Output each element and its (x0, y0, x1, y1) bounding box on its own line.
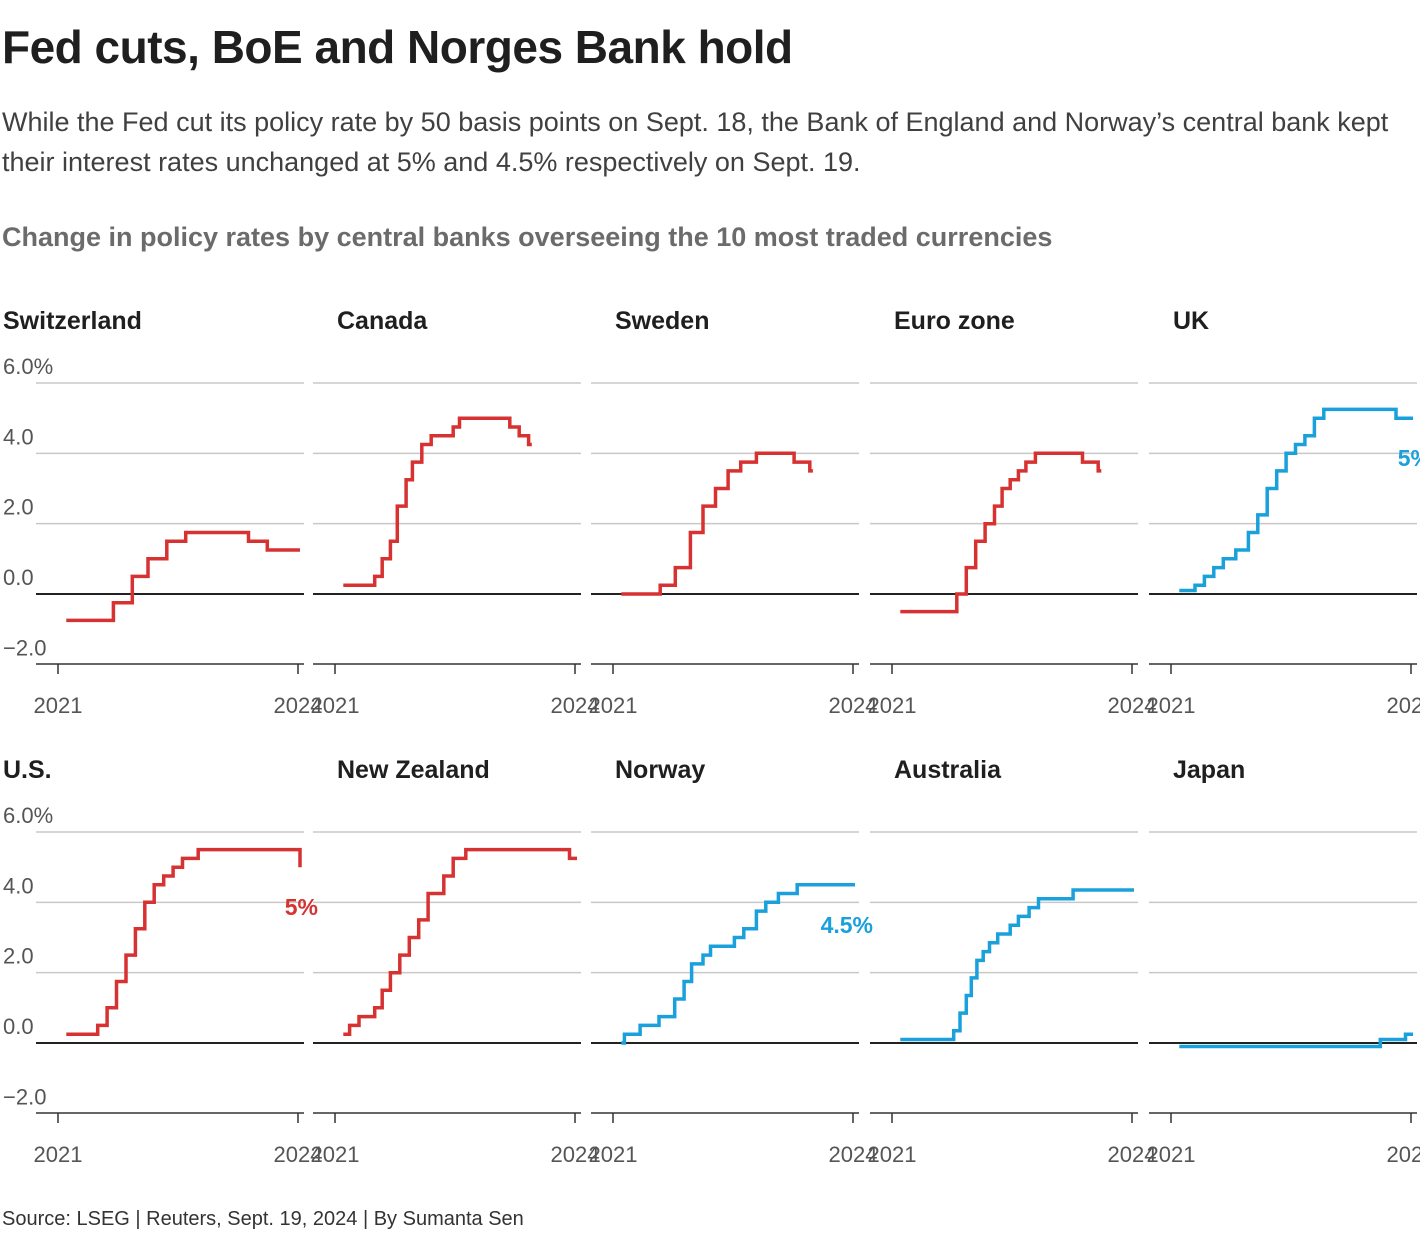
x-tick-label: 2021 (589, 693, 638, 718)
series-line-euro-zone (900, 451, 1102, 614)
series-line-switzerland (66, 530, 300, 623)
panel-title-new-zealand: New Zealand (337, 756, 490, 784)
x-tick-label: 2024 (551, 1142, 600, 1167)
series-line-sweden (621, 451, 813, 596)
x-tick-label: 2021 (868, 1142, 917, 1167)
panel-title-euro-zone: Euro zone (894, 307, 1015, 335)
series-line-japan (1179, 1032, 1413, 1049)
y-tick-label: 4.0 (3, 424, 34, 449)
series-annotation-uk: 5% (1398, 445, 1420, 471)
chart-heading: Change in policy rates by central banks … (2, 222, 1053, 252)
x-tick-label: 2024 (551, 693, 600, 718)
y-tick-label: 0.0 (3, 565, 34, 590)
y-tick-label: −2.0 (3, 635, 46, 660)
series-line-norway (621, 883, 855, 1045)
x-tick-label: 2021 (589, 1142, 638, 1167)
panel-title-norway: Norway (615, 756, 705, 784)
x-tick-label: 2021 (1147, 693, 1196, 718)
panel-title-uk: UK (1173, 307, 1209, 335)
y-tick-label: 6.0% (3, 803, 53, 828)
series-line-new-zealand (343, 847, 577, 1036)
series-line-australia (900, 888, 1134, 1042)
series-line-canada (343, 416, 532, 587)
x-tick-label: 2024 (1108, 693, 1157, 718)
y-tick-label: 2.0 (3, 944, 34, 969)
x-tick-label: 2021 (1147, 1142, 1196, 1167)
y-tick-label: 0.0 (3, 1014, 34, 1039)
y-tick-label: 4.0 (3, 873, 34, 898)
series-annotation-u-s: 5% (285, 894, 318, 920)
page-subtitle: While the Fed cut its policy rate by 50 … (2, 107, 1389, 177)
panel-title-canada: Canada (337, 307, 428, 335)
x-tick-label: 2021 (868, 693, 917, 718)
x-tick-label: 2024 (1387, 1142, 1420, 1167)
source-note: Source: LSEG | Reuters, Sept. 19, 2024 |… (2, 1208, 524, 1230)
y-tick-label: −2.0 (3, 1084, 46, 1109)
x-tick-label: 2024 (274, 1142, 323, 1167)
series-annotation-norway: 4.5% (821, 912, 873, 938)
series-line-uk (1179, 407, 1413, 593)
page-title: Fed cuts, BoE and Norges Bank hold (2, 21, 793, 73)
x-tick-label: 2024 (829, 1142, 878, 1167)
panel-title-u-s: U.S. (3, 756, 52, 784)
y-tick-label: 6.0% (3, 354, 53, 379)
x-tick-label: 2024 (274, 693, 323, 718)
x-tick-label: 2021 (34, 1142, 83, 1167)
x-tick-label: 2021 (311, 1142, 360, 1167)
panel-title-switzerland: Switzerland (3, 307, 142, 335)
x-tick-label: 2024 (829, 693, 878, 718)
x-tick-label: 2021 (311, 693, 360, 718)
x-tick-label: 2021 (34, 693, 83, 718)
panel-title-australia: Australia (894, 756, 1002, 784)
panel-title-japan: Japan (1173, 756, 1245, 784)
series-line-u-s (66, 847, 302, 1036)
x-tick-label: 2024 (1387, 693, 1420, 718)
x-tick-label: 2024 (1108, 1142, 1157, 1167)
panel-title-sweden: Sweden (615, 307, 709, 335)
y-tick-label: 2.0 (3, 495, 34, 520)
